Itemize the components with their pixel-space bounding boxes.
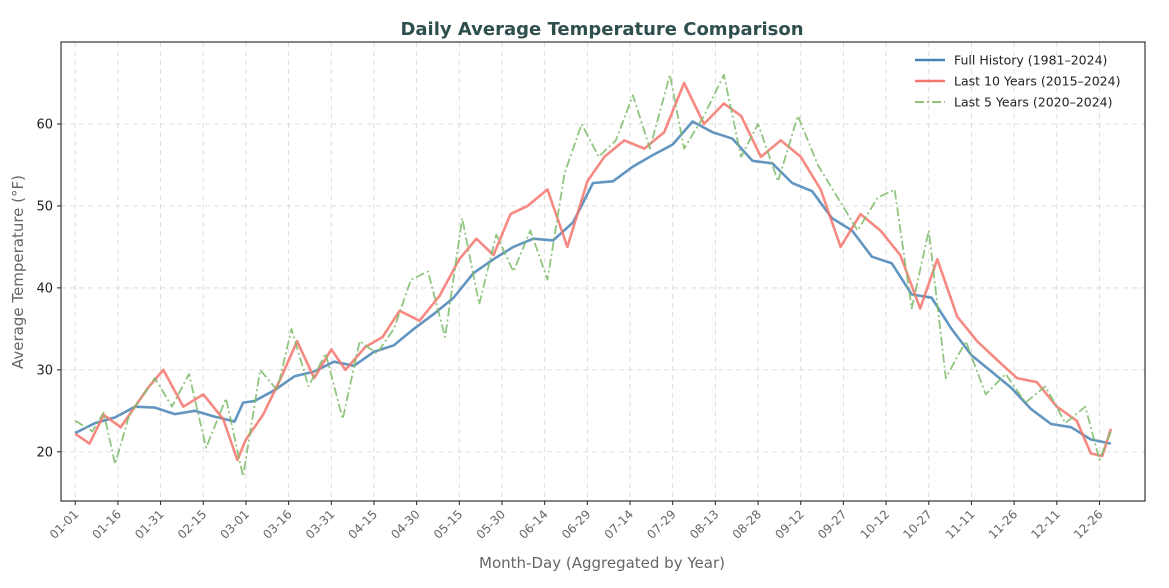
grid-lines — [61, 42, 1145, 501]
chart-title: Daily Average Temperature Comparison — [400, 19, 803, 40]
y-tick-label: 30 — [36, 363, 53, 378]
series-line-2 — [74, 81, 1113, 462]
y-tick-label: 60 — [36, 117, 53, 132]
series-lines — [74, 73, 1113, 478]
y-tick-label: 50 — [36, 199, 53, 214]
series-line-1 — [74, 120, 1112, 445]
y-axis-label: Average Temperature (°F) — [9, 175, 27, 369]
plot-frame — [60, 41, 1146, 502]
y-tick-label: 40 — [36, 281, 53, 296]
x-axis-label: Month-Day (Aggregated by Year) — [479, 554, 725, 572]
y-axis-ticks: 20 30 40 50 60 — [36, 117, 61, 460]
y-tick-label: 20 — [36, 445, 53, 460]
legend: Full History (1981–2024) Last 10 Years (2… — [915, 53, 1120, 110]
legend-label-3: Last 5 Years (2020–2024) — [954, 95, 1113, 110]
legend-label-1: Full History (1981–2024) — [954, 53, 1107, 68]
legend-label-2: Last 10 Years (2015–2024) — [954, 74, 1120, 89]
